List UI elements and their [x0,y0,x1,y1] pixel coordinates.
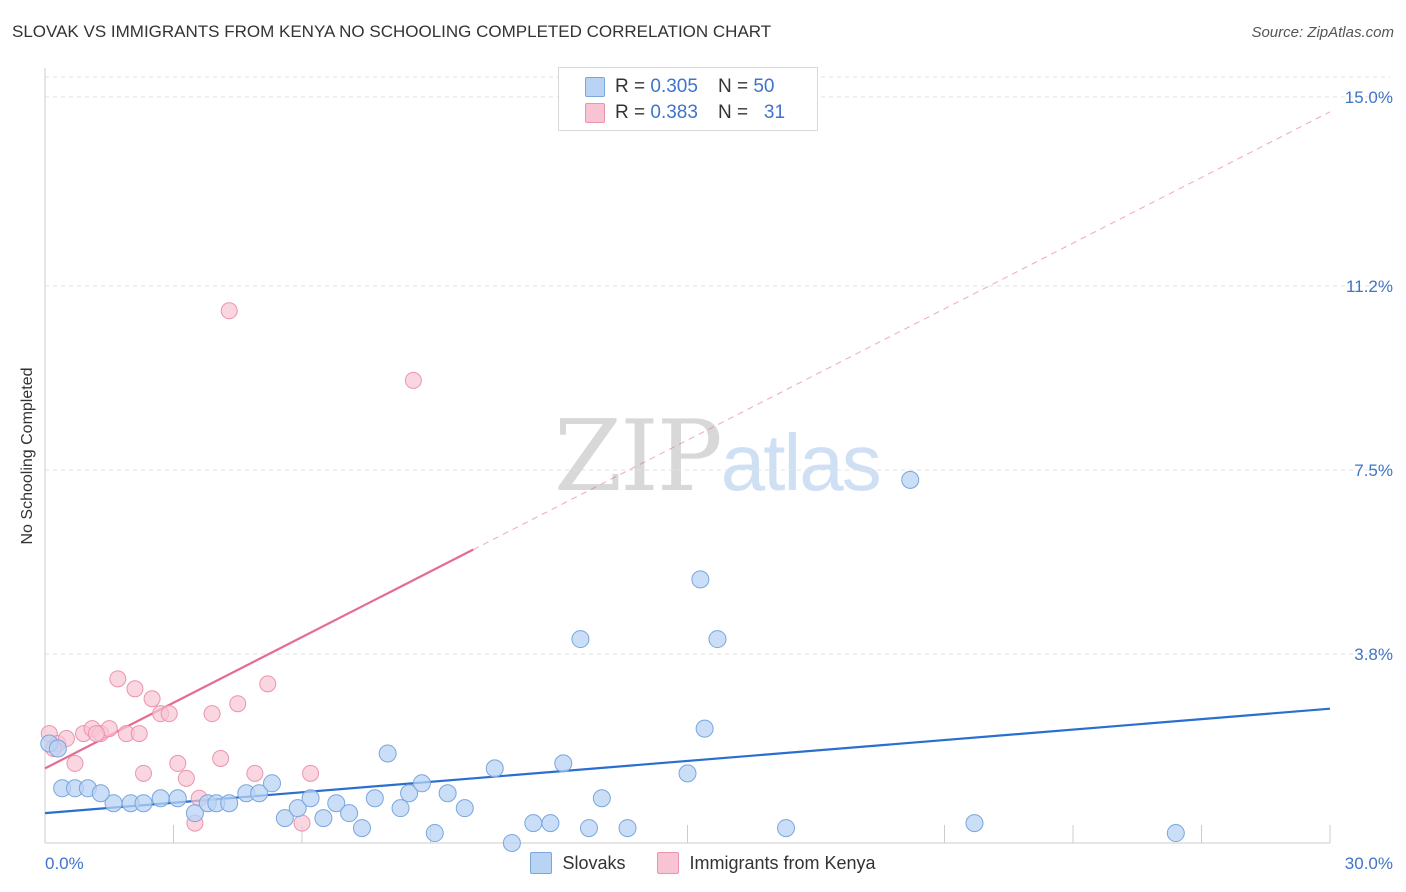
point-slovaks [412,774,431,793]
point-kenya [109,670,127,688]
legend-n-label: N = [717,76,749,97]
point-slovaks [425,824,444,843]
axes [44,68,1331,844]
point-slovaks [288,799,307,818]
point-slovaks [391,799,410,818]
legend-item-slovaks[interactable]: Slovaks [530,852,625,874]
legend-label-kenya: Immigrants from Kenya [689,852,876,873]
point-slovaks [524,814,543,833]
trend-line-slovaks [44,707,1331,815]
point-slovaks [618,819,637,838]
point-kenya [212,749,230,767]
point-kenya [87,725,105,743]
y-tick-label: 15.0% [1345,88,1393,107]
point-slovaks [48,739,67,758]
point-kenya [203,705,221,723]
point-slovaks [541,814,560,833]
point-slovaks [485,759,504,778]
watermark: ZIPatlas [554,400,882,514]
point-kenya [246,764,264,782]
point-slovaks [168,789,187,808]
data-points [40,302,1185,852]
trend-line-kenya-extended [473,111,1331,550]
point-slovaks [263,774,282,793]
point-kenya [169,754,187,772]
point-slovaks [571,630,590,649]
y-tick-label: 3.8% [1354,645,1393,664]
point-slovaks [678,764,697,783]
point-kenya [302,764,320,782]
source-credit: Source: ZipAtlas.com [1251,24,1394,41]
point-slovaks [314,809,333,828]
watermark-zip: ZIP [554,400,723,514]
legend-r-value: 0.305 [650,76,698,97]
point-slovaks [708,630,727,649]
point-slovaks [340,804,359,823]
point-slovaks [438,784,457,803]
point-slovaks [400,784,419,803]
legend-swatch-pink [585,103,605,123]
point-slovaks [185,804,204,823]
point-kenya [177,769,195,787]
legend-r-value: 0.383 [650,102,698,123]
point-slovaks [220,794,239,813]
point-slovaks [579,819,598,838]
grid-lines [45,76,1390,655]
point-kenya [66,754,84,772]
tick-labels: 3.8% 7.5% 11.2% 15.0% 0.0% 30.0% [45,88,1393,873]
point-kenya [229,695,247,713]
legend-row-slovaks: R = 0.305 N = 50 [585,75,774,99]
legend-r-label: R = [615,76,646,97]
point-slovaks [502,834,521,852]
point-slovaks [554,754,573,773]
point-slovaks [365,789,384,808]
legend-n-value: 31 [763,102,786,123]
point-slovaks [691,570,710,589]
legend-n-label: N = [717,102,749,123]
point-slovaks [301,789,320,808]
legend-row-kenya: R = 0.383 N = 31 [585,101,785,125]
x-tick-label: 30.0% [1345,854,1393,873]
point-kenya [404,371,422,389]
legend-swatch-blue [530,852,553,874]
point-kenya [135,764,153,782]
point-kenya [130,725,148,743]
point-slovaks [134,794,153,813]
point-slovaks [901,470,920,489]
point-slovaks [352,819,371,838]
point-kenya [293,814,311,832]
point-kenya [220,302,238,320]
point-slovaks [91,784,110,803]
point-slovaks [777,819,796,838]
legend-label-slovaks: Slovaks [562,852,626,873]
point-slovaks [695,719,714,738]
watermark-atlas: atlas [720,418,882,507]
series-legend: Slovaks Immigrants from Kenya [0,852,1406,874]
point-kenya [126,680,144,698]
point-slovaks [275,809,294,828]
point-slovaks [592,789,611,808]
point-slovaks [250,784,269,803]
point-slovaks [378,744,397,763]
legend-swatch-blue [585,77,605,97]
legend-swatch-pink [657,852,680,874]
legend-r-label: R = [615,102,646,123]
point-kenya [160,705,178,723]
y-tick-label: 7.5% [1354,461,1393,480]
chart-title: SLOVAK VS IMMIGRANTS FROM KENYA NO SCHOO… [12,22,772,41]
point-slovaks [1166,824,1185,843]
legend-n-value: 50 [753,76,775,97]
point-slovaks [455,799,474,818]
point-kenya [143,690,161,708]
x-tick-label: 0.0% [45,854,84,873]
point-slovaks [151,789,170,808]
point-kenya [259,675,277,693]
point-slovaks [327,794,346,813]
point-slovaks [965,814,984,833]
stats-legend: R = 0.305 N = 50 R = 0.383 N = 31 [558,67,818,131]
legend-item-kenya[interactable]: Immigrants from Kenya [657,852,876,874]
y-tick-label: 11.2% [1346,277,1393,296]
